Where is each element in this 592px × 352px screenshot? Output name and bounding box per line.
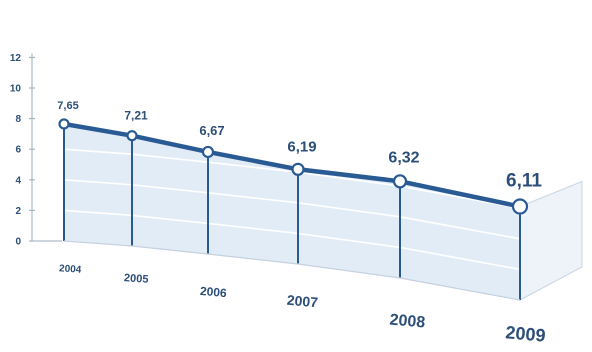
y-tick-label-6: 6 bbox=[15, 145, 21, 156]
category-label-2009: 2009 bbox=[505, 322, 547, 345]
y-tick-label-0: 0 bbox=[15, 237, 21, 248]
axis-layer: 0 2 4 6 8 10 12 bbox=[10, 53, 62, 248]
y-tick-label-8: 8 bbox=[15, 114, 21, 125]
category-label-2008: 2008 bbox=[389, 311, 426, 331]
data-label-2007: 6,19 bbox=[287, 138, 316, 155]
line-layer bbox=[58, 118, 529, 215]
category-label-2004: 2004 bbox=[59, 263, 82, 276]
data-label-2008: 6,32 bbox=[388, 149, 419, 166]
grid-line-2 bbox=[63, 209, 521, 271]
category-label-2007: 2007 bbox=[286, 292, 319, 311]
y-tick-label-12: 12 bbox=[10, 53, 22, 64]
label-layer: 7,65 7,21 6,67 6,19 6,32 6,11 2004 2005 2006 2007… bbox=[57, 100, 546, 346]
baseline bbox=[63, 240, 521, 301]
data-point-2005 bbox=[126, 130, 138, 142]
data-label-2005: 7,21 bbox=[124, 109, 148, 123]
data-point-2006 bbox=[201, 145, 215, 159]
data-label-2006: 6,67 bbox=[199, 123, 224, 138]
grid-layer bbox=[63, 123, 521, 301]
category-label-2005: 2005 bbox=[124, 272, 149, 286]
series-line bbox=[61, 121, 523, 209]
area-fill bbox=[64, 123, 520, 300]
y-tick-label-4: 4 bbox=[15, 175, 21, 186]
data-point-2008 bbox=[392, 174, 408, 189]
grid-line-6 bbox=[63, 148, 521, 209]
data-point-2009 bbox=[511, 198, 529, 215]
category-label-2006: 2006 bbox=[199, 284, 227, 300]
data-point-2004 bbox=[58, 118, 70, 130]
y-tick-label-10: 10 bbox=[10, 84, 22, 95]
data-label-2004: 7,65 bbox=[57, 100, 78, 112]
area-layer bbox=[64, 123, 583, 301]
grid-line-4 bbox=[63, 179, 521, 240]
area-side-face bbox=[519, 180, 583, 301]
y-tick-label-2: 2 bbox=[15, 206, 21, 217]
data-label-2009: 6,11 bbox=[506, 171, 542, 192]
data-point-2007 bbox=[291, 162, 305, 176]
